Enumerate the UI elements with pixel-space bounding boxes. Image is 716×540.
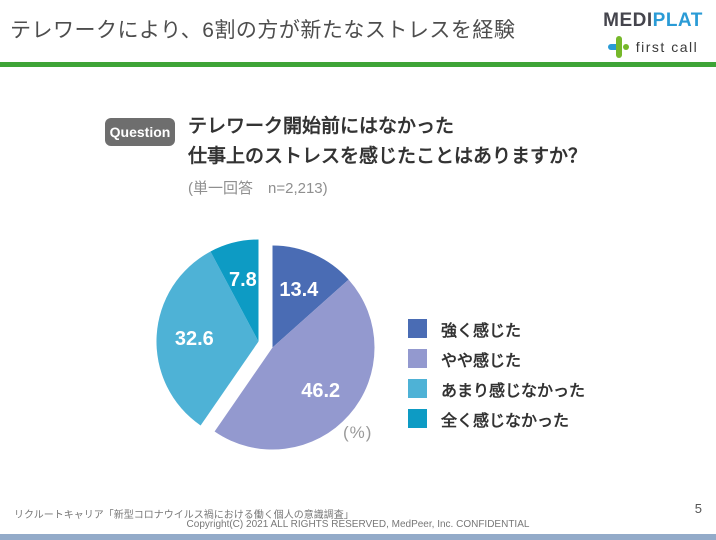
pie-slice-2	[156, 251, 259, 426]
pie-value-label: 7.8	[229, 269, 257, 291]
pie-slice-0	[272, 245, 349, 348]
pie-slice-1	[214, 279, 375, 450]
chart-legend: 強く感じたやや感じたあまり感じなかった 全く感じなかった	[408, 319, 585, 439]
logo-block: MEDIPLAT first call	[598, 10, 708, 58]
mediplat-logo-plat: PLAT	[652, 10, 703, 31]
firstcall-cross-icon	[607, 36, 629, 58]
question-line-2: 仕事上のストレスを感じたことはありますか？	[188, 146, 588, 167]
legend-label: 全く感じなかった	[441, 412, 570, 430]
legend-label: 強く感じた	[441, 322, 522, 340]
footer-copyright-text: Copyright(C) 2021 ALL RIGHTS RESERVED, M…	[186, 519, 530, 530]
footer-source-text: リクルートキャリア「新型コロナウイルス禍における働く個人の意識調査」	[14, 510, 354, 521]
legend-item: あまり感じなかった	[408, 379, 586, 400]
mediplat-logo-medi: MEDI	[603, 10, 653, 31]
legend-item: 強く感じた	[408, 319, 585, 340]
legend-label: やや感じた	[441, 352, 522, 370]
legend-swatch	[408, 379, 427, 398]
legend-label: あまり感じなかった	[441, 382, 586, 400]
question-text: テレワーク開始前にはなかった 仕事上のストレスを感じたことはありますか？	[188, 112, 587, 172]
question-line-1: テレワーク開始前にはなかった	[188, 116, 455, 137]
firstcall-logo: first call	[598, 36, 708, 58]
page-title: テレワークにより、6割の方が新たなストレスを経験	[10, 19, 516, 42]
pie-slice-3	[210, 239, 259, 342]
legend-swatch	[408, 409, 427, 428]
legend-swatch	[408, 319, 427, 338]
title-underline-bar	[0, 62, 716, 67]
legend-item: やや感じた	[408, 349, 585, 370]
legend-item: 全く感じなかった	[408, 409, 585, 430]
mediplat-logo: MEDIPLAT	[598, 10, 708, 32]
page-number: 5	[694, 501, 702, 516]
legend-swatch	[408, 349, 427, 368]
pie-value-label: 32.6	[175, 328, 214, 350]
question-note: (単一回答 n=2,213)	[188, 180, 328, 197]
question-badge: Question	[105, 118, 175, 146]
percent-unit-label: (%)	[343, 423, 373, 442]
pie-value-label: 46.2	[301, 380, 340, 402]
pie-value-label: 13.4	[279, 279, 319, 301]
bottom-accent-bar	[0, 534, 716, 540]
firstcall-logo-text: first call	[635, 39, 699, 55]
